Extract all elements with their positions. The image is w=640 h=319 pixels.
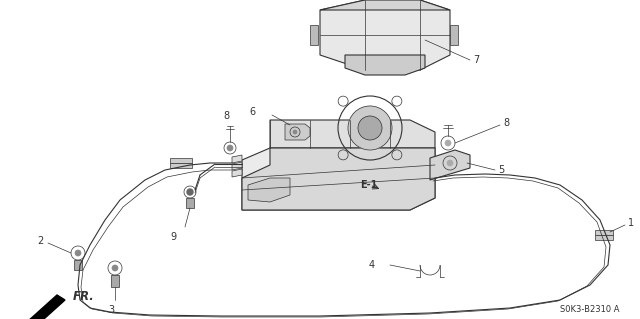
Circle shape [447, 160, 453, 166]
Text: 6: 6 [249, 107, 255, 117]
Text: 8: 8 [503, 118, 509, 128]
Polygon shape [232, 155, 242, 163]
Circle shape [348, 106, 392, 150]
Polygon shape [320, 0, 450, 10]
Text: 8: 8 [223, 111, 229, 121]
Bar [186, 198, 194, 208]
Text: 5: 5 [498, 165, 504, 175]
Text: 3: 3 [108, 305, 114, 315]
Polygon shape [450, 25, 458, 45]
Polygon shape [270, 120, 435, 148]
Circle shape [293, 130, 297, 134]
Text: S0K3-B2310 A: S0K3-B2310 A [561, 306, 620, 315]
Polygon shape [242, 148, 435, 210]
Polygon shape [310, 25, 318, 45]
Bar [170, 158, 192, 163]
Polygon shape [27, 295, 65, 319]
Text: 2: 2 [36, 236, 43, 246]
Circle shape [75, 250, 81, 256]
Bar [111, 275, 119, 287]
Bar [595, 235, 613, 240]
Circle shape [112, 265, 118, 271]
Text: 7: 7 [473, 55, 479, 65]
Polygon shape [430, 150, 470, 180]
Text: 1: 1 [628, 218, 634, 228]
Polygon shape [320, 0, 450, 70]
Text: 4: 4 [369, 260, 375, 270]
Text: 9: 9 [170, 232, 176, 242]
Bar [74, 260, 82, 270]
Polygon shape [285, 124, 310, 140]
Polygon shape [232, 169, 242, 177]
Polygon shape [232, 162, 242, 170]
Bar [595, 230, 613, 235]
Text: FR.: FR. [73, 291, 95, 303]
Circle shape [358, 116, 382, 140]
Circle shape [445, 140, 451, 146]
Circle shape [227, 145, 233, 151]
Text: E-1: E-1 [360, 180, 378, 190]
Bar [170, 163, 192, 168]
Polygon shape [242, 148, 435, 210]
Circle shape [187, 189, 193, 195]
Polygon shape [248, 178, 290, 202]
Polygon shape [345, 55, 425, 75]
